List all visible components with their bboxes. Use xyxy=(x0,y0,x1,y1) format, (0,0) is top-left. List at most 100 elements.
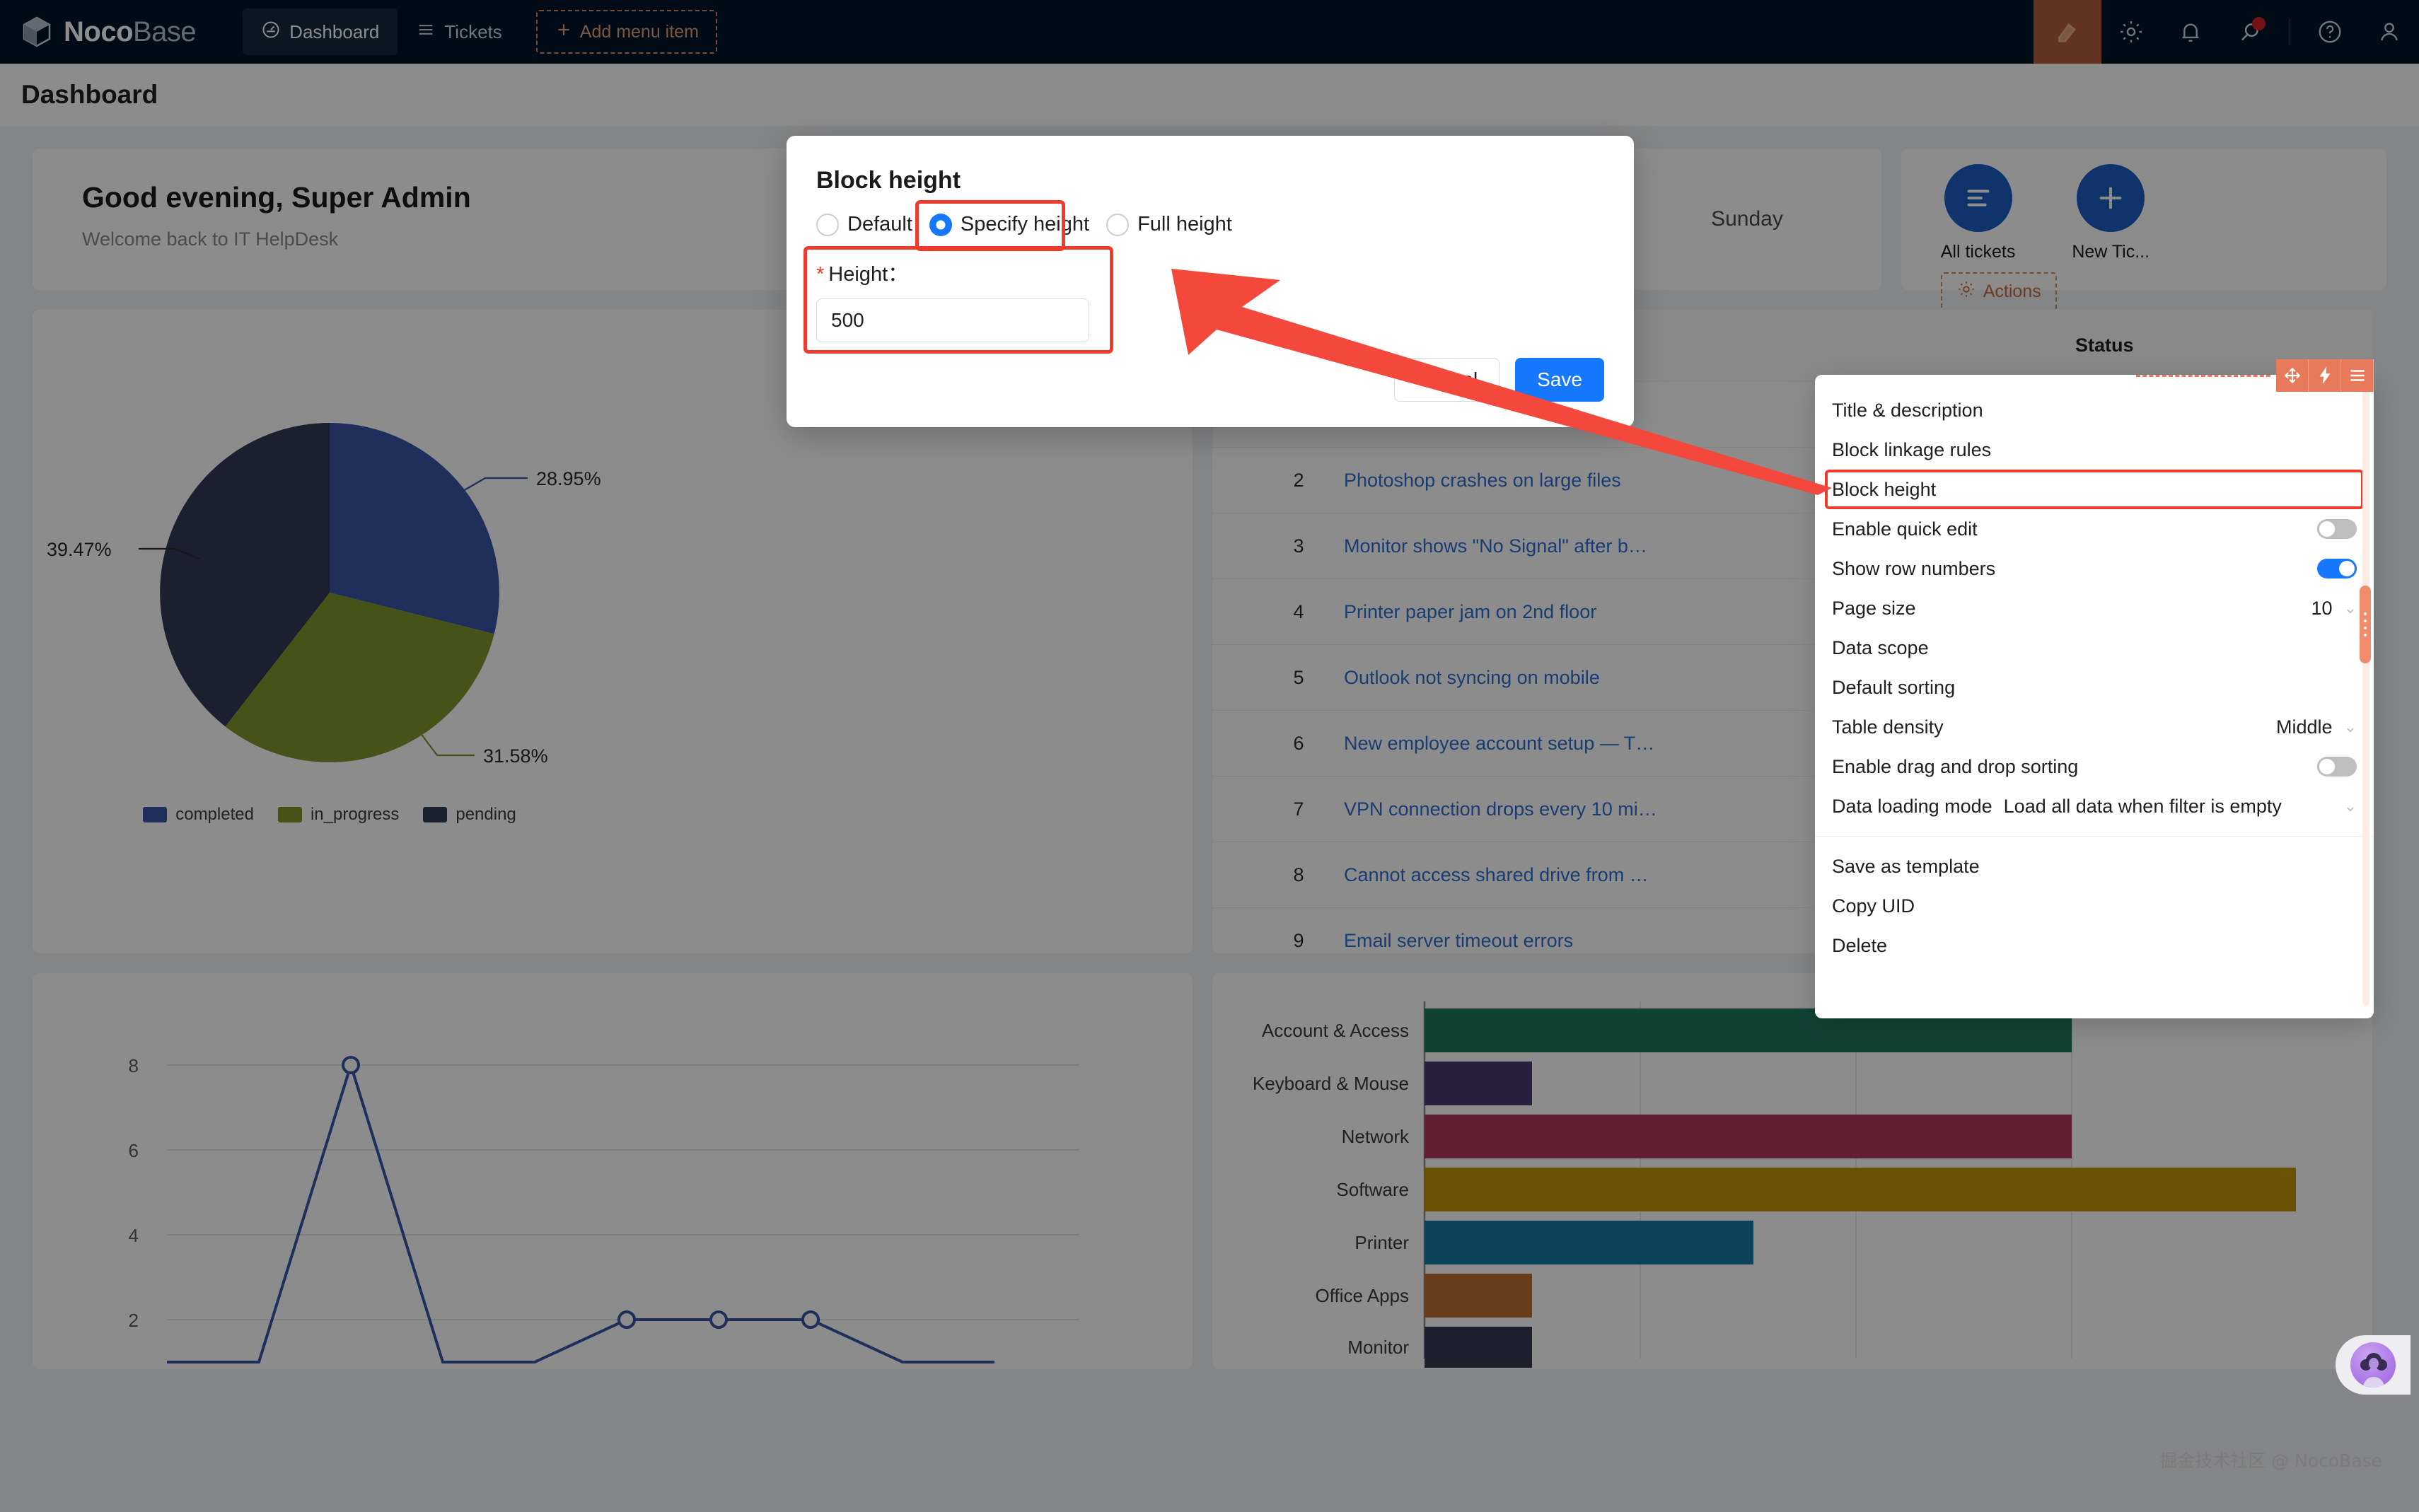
block-designer-dashed-line xyxy=(2136,375,2270,377)
nocobase-cube-logo-icon xyxy=(20,15,54,49)
menu-item-title-description[interactable]: Title & description xyxy=(1815,390,2374,430)
svg-text:Network: Network xyxy=(1342,1126,1410,1147)
menu-item-label: Show row numbers xyxy=(1832,557,1996,579)
radio-circle xyxy=(1106,213,1130,236)
row-number: 6 xyxy=(1273,710,1324,777)
modal-title: Block height xyxy=(816,167,961,194)
menu-scrollbar-thumb[interactable] xyxy=(2360,586,2371,663)
radio-circle-checked xyxy=(929,213,952,236)
brand-name-part1: Noco xyxy=(64,16,134,47)
nav-item-tickets[interactable]: Tickets xyxy=(398,8,520,55)
dashboard-gauge-icon xyxy=(261,20,281,45)
configure-actions-button[interactable]: Actions xyxy=(1940,272,2057,311)
row-select-cell xyxy=(1212,907,1273,953)
menu-item-delete[interactable]: Delete xyxy=(1815,926,2374,965)
notification-badge-dot xyxy=(2252,17,2266,30)
menu-scrollbar-track[interactable] xyxy=(2362,388,2369,1006)
menu-item-block-height[interactable]: Block height xyxy=(1815,470,2374,509)
row-number: 8 xyxy=(1273,842,1324,908)
menu-item-label: Default sorting xyxy=(1832,676,1956,698)
watermark-text: 掘金技术社区 @ NocoBase xyxy=(2159,1450,2382,1471)
new-ticket-label: New Tic... xyxy=(2072,242,2150,262)
brand[interactable]: NocoBase xyxy=(20,15,197,49)
plus-icon xyxy=(555,21,573,44)
menu-item-enable-drag-drop-sorting[interactable]: Enable drag and drop sorting xyxy=(1815,747,2374,786)
page-header: Dashboard xyxy=(0,64,2419,126)
svg-text:28.95%: 28.95% xyxy=(536,468,601,489)
menu-divider xyxy=(1815,836,2374,837)
drag-move-icon[interactable] xyxy=(2276,359,2309,392)
menu-item-data-scope[interactable]: Data scope xyxy=(1815,628,2374,668)
svg-text:Software: Software xyxy=(1336,1179,1409,1200)
enable-drag-drop-sorting-toggle[interactable] xyxy=(2317,757,2357,777)
row-select-cell xyxy=(1212,644,1273,711)
menu-item-save-as-template[interactable]: Save as template xyxy=(1815,847,2374,886)
add-menu-item-button[interactable]: Add menu item xyxy=(535,10,717,54)
svg-text:8: 8 xyxy=(129,1055,139,1076)
enable-quick-edit-toggle[interactable] xyxy=(2317,519,2357,539)
radio-option-specify-height[interactable]: Specify height xyxy=(929,213,1089,236)
highlight-pen-icon[interactable] xyxy=(2034,0,2101,64)
svg-text:Account & Access: Account & Access xyxy=(1262,1020,1409,1041)
block-settings-context-menu: Title & description Block linkage rules … xyxy=(1815,359,2374,1018)
menu-item-label: Save as template xyxy=(1832,855,1980,877)
new-ticket-button[interactable]: New Tic... xyxy=(2072,164,2150,262)
menu-item-label: Table density xyxy=(1832,716,1944,738)
nav-item-dashboard[interactable]: Dashboard xyxy=(243,8,398,55)
menu-item-table-density[interactable]: Table density Middle ⌄ xyxy=(1815,707,2374,747)
page-size-value-group[interactable]: 10 ⌄ xyxy=(2311,598,2357,620)
height-label-text: Height： xyxy=(828,263,909,286)
brand-name: NocoBase xyxy=(64,16,197,48)
radio-option-full-height[interactable]: Full height xyxy=(1106,213,1232,236)
svg-text:Office Apps: Office Apps xyxy=(1316,1285,1410,1306)
gear-icon[interactable] xyxy=(2101,0,2161,64)
legend-label: completed xyxy=(175,805,254,824)
user-avatar-icon[interactable] xyxy=(2360,0,2419,64)
tickets-over-time-line-chart: 8 6 4 2 xyxy=(129,1055,1079,1363)
bell-icon[interactable] xyxy=(2161,0,2220,64)
height-field-label: * Height： xyxy=(816,257,1099,287)
legend-item: in_progress xyxy=(277,805,400,825)
page-title: Dashboard xyxy=(21,80,158,109)
search-icon[interactable] xyxy=(2220,0,2280,64)
thumb-dot xyxy=(2364,634,2367,636)
all-tickets-button[interactable]: All tickets xyxy=(1941,164,2015,262)
menu-item-copy-uid[interactable]: Copy UID xyxy=(1815,886,2374,926)
hamburger-menu-icon[interactable] xyxy=(2341,359,2374,392)
row-number: 7 xyxy=(1273,776,1324,842)
top-navigation-bar: NocoBase Dashboard Tickets Add menu item xyxy=(0,0,2419,64)
height-input-wrapper: px xyxy=(816,298,1089,342)
svg-text:6: 6 xyxy=(129,1140,139,1161)
menu-item-label: Enable quick edit xyxy=(1832,518,1978,540)
data-loading-mode-value: Load all data when filter is empty xyxy=(2003,795,2282,817)
radio-option-default-label: Default xyxy=(847,213,912,235)
height-input[interactable] xyxy=(817,299,1089,342)
show-row-numbers-toggle[interactable] xyxy=(2317,559,2357,578)
floating-support-avatar[interactable] xyxy=(2336,1335,2411,1395)
svg-text:4: 4 xyxy=(129,1225,139,1246)
help-circle-icon[interactable] xyxy=(2300,0,2360,64)
save-button[interactable]: Save xyxy=(1515,358,1604,402)
menu-item-label: Copy UID xyxy=(1832,895,1915,917)
menu-item-default-sorting[interactable]: Default sorting xyxy=(1815,668,2374,707)
svg-text:Keyboard & Mouse: Keyboard & Mouse xyxy=(1253,1073,1409,1094)
table-density-value: Middle xyxy=(2276,716,2333,738)
brand-name-part2: Base xyxy=(133,16,197,47)
menu-item-page-size[interactable]: Page size 10 ⌄ xyxy=(1815,588,2374,628)
row-number: 3 xyxy=(1273,513,1324,579)
menu-item-show-row-numbers[interactable]: Show row numbers xyxy=(1815,549,2374,588)
radio-option-default[interactable]: Default xyxy=(816,213,912,236)
menu-item-data-loading-mode[interactable]: Data loading mode Load all data when fil… xyxy=(1815,786,2374,826)
menu-item-enable-quick-edit[interactable]: Enable quick edit xyxy=(1815,509,2374,549)
legend-item: pending xyxy=(423,805,516,825)
menu-item-label: Title & description xyxy=(1832,399,1983,421)
weekday-value: Sunday xyxy=(1711,207,1783,231)
lightning-bolt-icon[interactable] xyxy=(2309,359,2341,392)
table-density-value-group[interactable]: Middle ⌄ xyxy=(2276,716,2357,738)
menu-item-block-linkage-rules[interactable]: Block linkage rules xyxy=(1815,430,2374,470)
ticket-status-pie-chart: 28.95% 31.58% 39.47% completed in_progre… xyxy=(33,310,1193,953)
data-loading-mode-group: Data loading mode Load all data when fil… xyxy=(1832,796,2282,818)
cancel-button[interactable]: Cancel xyxy=(1394,358,1500,402)
row-number: 4 xyxy=(1273,578,1324,645)
legend-label: in_progress xyxy=(310,805,400,824)
